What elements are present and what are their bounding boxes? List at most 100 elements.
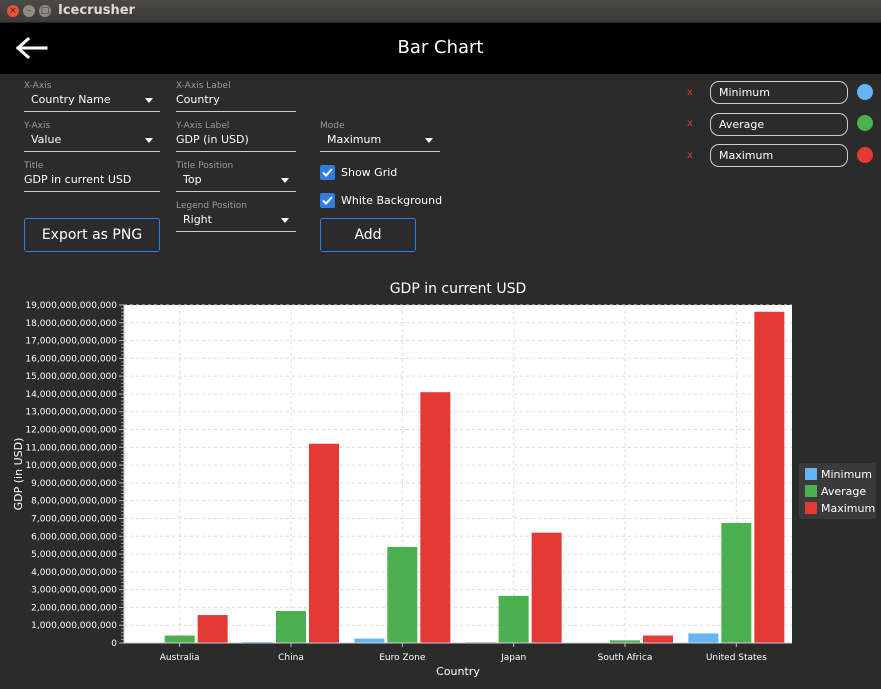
y-axis-label-field[interactable]: Y-Axis Label GDP (in USD) <box>176 121 296 153</box>
bar-maximum <box>420 392 451 643</box>
y-tick-label: 1,000,000,000,000 <box>31 621 117 631</box>
app-bar: Bar Chart <box>0 23 881 74</box>
bar-maximum <box>754 311 785 643</box>
series-name-input[interactable]: Maximum <box>710 144 848 167</box>
y-tick-label: 14,000,000,000,000 <box>25 390 117 400</box>
page-title: Bar Chart <box>397 37 484 58</box>
x-axis-title: Country <box>436 665 480 678</box>
series-color-swatch[interactable] <box>857 147 873 163</box>
legend-label: Average <box>821 485 866 498</box>
y-tick-label: 13,000,000,000,000 <box>25 408 117 418</box>
bar-average <box>387 546 418 643</box>
bar-maximum <box>309 443 339 643</box>
series-color-swatch[interactable] <box>857 84 873 100</box>
series-name-value: Maximum <box>719 149 774 162</box>
chevron-down-icon <box>145 98 153 103</box>
x-axis-label-field[interactable]: X-Axis Label Country <box>176 81 296 113</box>
x-axis-select[interactable]: X-Axis Country Name <box>24 81 160 113</box>
window-maximize-button[interactable]: □ <box>39 5 51 17</box>
legend-label: Minimum <box>821 468 872 481</box>
y-tick-label: 11,000,000,000,000 <box>25 443 117 453</box>
y-tick-label: 6,000,000,000,000 <box>31 532 117 542</box>
series-name-input[interactable]: Average <box>710 113 848 136</box>
title-field-label: Title <box>24 161 44 171</box>
title-position-value: Top <box>183 173 202 186</box>
bar-maximum <box>531 532 562 643</box>
y-tick-label: 12,000,000,000,000 <box>25 426 117 436</box>
x-tick-label: Euro Zone <box>379 653 426 663</box>
chevron-down-icon <box>281 178 289 183</box>
legend-box <box>799 463 876 519</box>
y-tick-label: 10,000,000,000,000 <box>25 461 117 471</box>
x-tick-label: Japan <box>500 653 526 663</box>
chevron-down-icon <box>281 218 289 223</box>
export-png-button[interactable]: Export as PNG <box>24 218 160 252</box>
x-tick-label: South Africa <box>598 653 653 663</box>
legend-position-select[interactable]: Legend Position Right <box>176 201 296 233</box>
y-tick-label: 3,000,000,000,000 <box>31 586 117 596</box>
legend-swatch <box>805 485 817 497</box>
y-tick-label: 7,000,000,000,000 <box>31 514 117 524</box>
arrow-left-icon[interactable] <box>14 37 48 59</box>
bar-minimum <box>354 638 385 643</box>
window-minimize-button[interactable]: – <box>23 5 35 17</box>
x-axis-value: Country Name <box>31 93 111 106</box>
bar-maximum <box>643 635 673 643</box>
x-axis-label-field-value: Country <box>176 93 220 106</box>
bar-maximum <box>197 615 228 643</box>
bar-chart: GDP in current USD 0 1,000,000,000,000 2,00… <box>12 281 876 678</box>
series-name-value: Minimum <box>719 86 770 99</box>
y-axis-label-field-label: Y-Axis Label <box>176 121 230 131</box>
y-tick-label: 17,000,000,000,000 <box>25 337 117 347</box>
remove-series-button[interactable]: x <box>687 150 693 161</box>
bar-average <box>164 635 195 643</box>
y-tick-label: 19,000,000,000,000 <box>25 301 117 311</box>
chevron-down-icon <box>425 138 433 143</box>
white-background-label: White Background <box>341 194 443 207</box>
show-grid-checkbox[interactable] <box>320 165 335 180</box>
legend-swatch <box>805 502 817 514</box>
series-name-value: Average <box>719 118 765 131</box>
title-field[interactable]: Title GDP in current USD <box>24 161 160 193</box>
y-tick-label: 2,000,000,000,000 <box>31 603 117 613</box>
add-series-button[interactable]: Add <box>320 218 416 252</box>
series-name-input[interactable]: Minimum <box>710 81 848 104</box>
checkmark-icon <box>322 168 333 177</box>
y-axis-select[interactable]: Y-Axis Value <box>24 121 160 153</box>
y-axis-value: Value <box>31 133 62 146</box>
y-tick-label: 5,000,000,000,000 <box>31 550 117 560</box>
chevron-down-icon <box>145 138 153 143</box>
title-position-select[interactable]: Title Position Top <box>176 161 296 193</box>
bar-average <box>498 595 529 643</box>
window-title: Icecrusher <box>58 3 135 18</box>
chart-legend: Minimum Average Maximum <box>799 463 876 519</box>
x-axis-label-field-label: X-Axis Label <box>176 81 231 91</box>
mode-value: Maximum <box>327 133 382 146</box>
y-tick-label: 9,000,000,000,000 <box>31 479 117 489</box>
title-field-value: GDP in current USD <box>24 173 132 186</box>
window-titlebar: × – □ Icecrusher <box>0 0 881 23</box>
legend-label: Maximum <box>821 502 875 515</box>
x-tick-label: China <box>278 653 304 663</box>
y-tick-label: 4,000,000,000,000 <box>31 568 117 578</box>
y-tick-label: 15,000,000,000,000 <box>25 372 117 382</box>
bar-average <box>721 522 752 643</box>
y-tick-label: 18,000,000,000,000 <box>25 319 117 329</box>
legend-position-value: Right <box>183 213 212 226</box>
bar-minimum <box>243 641 273 643</box>
mode-select[interactable]: Mode Maximum <box>320 121 440 153</box>
show-grid-label: Show Grid <box>341 166 398 179</box>
legend-swatch <box>805 468 817 480</box>
window-close-button[interactable]: × <box>7 5 19 17</box>
x-tick-label: Australia <box>160 653 200 663</box>
chart-title: GDP in current USD <box>390 281 527 297</box>
bar-average <box>276 610 306 643</box>
x-axis-label: X-Axis <box>24 81 52 91</box>
y-axis-title: GDP (in USD) <box>12 438 25 511</box>
remove-series-button[interactable]: x <box>687 118 693 129</box>
remove-series-button[interactable]: x <box>687 87 693 98</box>
plot-area <box>124 305 792 643</box>
title-position-label: Title Position <box>176 161 234 171</box>
series-color-swatch[interactable] <box>857 115 873 131</box>
white-background-checkbox[interactable] <box>320 193 335 208</box>
